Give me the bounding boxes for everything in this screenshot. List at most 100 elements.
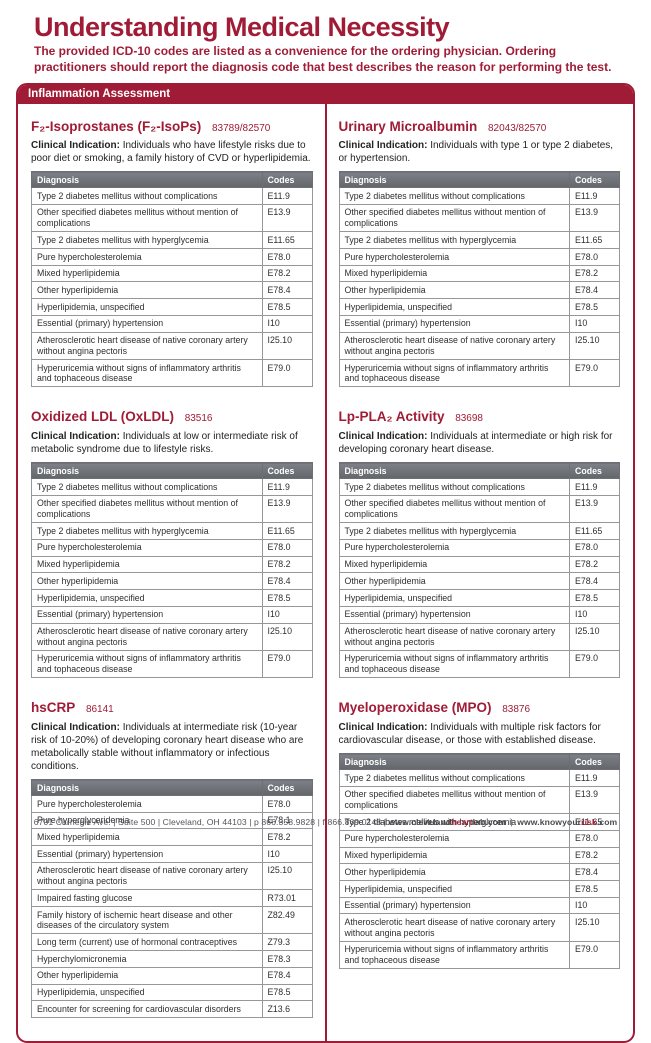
footer-link-knowyourrisk[interactable]: www.knowyourrisk.com	[517, 817, 617, 827]
diagnosis-cell: Type 2 diabetes mellitus with hyperglyce…	[338, 231, 570, 249]
section-cpt-code: 83876	[502, 704, 531, 716]
code-cell: E78.4	[261, 281, 313, 300]
footer-link-highlight: heart	[451, 817, 473, 827]
diagnosis-cell: Type 2 diabetes mellitus without complic…	[338, 187, 570, 205]
table-row: Type 2 diabetes mellitus without complic…	[31, 478, 313, 496]
table-header-row: Diagnosis Codes	[338, 171, 620, 189]
diagnosis-cell: Other specified diabetes mellitus withou…	[338, 494, 570, 524]
diagnosis-cell: Family history of ischemic heart disease…	[31, 906, 263, 935]
table-row: Pure hypercholesterolemia E78.0	[31, 248, 313, 266]
code-cell: E11.65	[569, 522, 620, 540]
section-cpt-code: 83698	[455, 413, 483, 425]
section-oxidized-ldl: Oxidized LDL (OxLDL) 83516 Clinical Indi…	[31, 400, 313, 679]
diagnosis-cell: Mixed hyperlipidemia	[338, 846, 570, 865]
table-row: Other specified diabetes mellitus withou…	[338, 203, 620, 233]
table-row: Encounter for screening for cardiovascul…	[31, 1000, 313, 1019]
code-cell: Z82.49	[261, 906, 313, 935]
table-row: Mixed hyperlipidemia E78.2	[338, 555, 620, 574]
table-row: Type 2 diabetes mellitus without complic…	[338, 187, 620, 205]
diagnosis-cell: Atherosclerotic heart disease of native …	[338, 622, 570, 651]
diagnosis-column-header: Diagnosis	[338, 753, 570, 770]
footer-link-clevelandheartlab[interactable]: www.clevelandheartlab.com	[389, 817, 506, 827]
table-header-row: Diagnosis Codes	[31, 462, 313, 480]
code-cell: E11.65	[569, 813, 620, 831]
table-row: Other specified diabetes mellitus withou…	[31, 494, 313, 524]
page-subtitle: The provided ICD-10 codes are listed as …	[34, 44, 612, 74]
footer-separator: |	[510, 817, 513, 827]
table-row: Pure hypercholesterolemia E78.0	[31, 795, 313, 813]
table-row: Other hyperlipidemia E78.4	[338, 281, 620, 300]
section-heading: Myeloperoxidase (MPO) 83876	[339, 691, 621, 719]
code-cell: E11.65	[261, 522, 313, 540]
diagnosis-table: Diagnosis Codes Pure hypercholesterolemi…	[31, 779, 313, 1019]
diagnosis-cell: Type 2 diabetes mellitus without complic…	[338, 478, 570, 496]
clinical-indication: Clinical Indication: Individuals at low …	[31, 430, 313, 456]
code-cell: I10	[261, 314, 313, 333]
diagnosis-cell: Other specified diabetes mellitus withou…	[338, 203, 570, 233]
table-row: Atherosclerotic heart disease of native …	[31, 861, 313, 891]
diagnosis-table: Diagnosis Codes Type 2 diabetes mellitus…	[338, 171, 620, 388]
table-header-row: Diagnosis Codes	[338, 753, 620, 770]
table-row: Essential (primary) hypertension I10	[338, 605, 620, 624]
panel-banner-title: Inflammation Assessment	[18, 84, 633, 104]
table-row: Type 2 diabetes mellitus with hyperglyce…	[31, 522, 313, 540]
diagnosis-cell: Type 2 diabetes mellitus without complic…	[31, 187, 263, 205]
codes-column-header: Codes	[569, 753, 620, 770]
code-cell: E78.3	[261, 950, 313, 968]
code-cell: Z13.6	[261, 1000, 313, 1019]
diagnosis-cell: Type 2 diabetes mellitus with hyperglyce…	[338, 522, 570, 540]
section-title: F₂-Isoprostanes (F₂-IsoPs)	[31, 118, 202, 134]
code-cell: E79.0	[569, 359, 620, 388]
footer-address: 6701 Carnegie Ave. | Suite 500 | Clevela…	[33, 817, 387, 827]
clinical-indication: Clinical Indication: Individuals at inte…	[339, 430, 621, 456]
code-cell: E78.5	[261, 983, 313, 1002]
section-heading: F₂-Isoprostanes (F₂-IsoPs) 83789/82570	[31, 110, 313, 138]
section-title: Lp-PLA₂ Activity	[338, 409, 445, 425]
section-heading: hsCRP 86141	[31, 691, 313, 719]
diagnosis-table: Diagnosis Codes Type 2 diabetes mellitus…	[31, 171, 313, 388]
diagnosis-table: Diagnosis Codes Type 2 diabetes mellitus…	[31, 462, 313, 679]
diagnosis-cell: Other hyperlipidemia	[338, 863, 570, 882]
table-row: Atherosclerotic heart disease of native …	[338, 331, 620, 361]
diagnosis-cell: Essential (primary) hypertension	[338, 605, 570, 624]
diagnosis-cell: Mixed hyperlipidemia	[31, 555, 263, 574]
diagnosis-cell: Other specified diabetes mellitus withou…	[338, 785, 570, 815]
table-row: Hyperuricemia without signs of inflammat…	[31, 649, 313, 679]
code-cell: I25.10	[261, 331, 313, 361]
code-cell: E78.2	[569, 846, 620, 865]
code-cell: E78.5	[569, 589, 620, 607]
table-row: Atherosclerotic heart disease of native …	[31, 622, 313, 651]
table-row: Atherosclerotic heart disease of native …	[338, 622, 620, 651]
code-cell: E13.9	[261, 203, 313, 233]
code-cell: E78.5	[569, 298, 620, 316]
code-cell: I25.10	[569, 913, 620, 942]
code-cell: E11.9	[569, 769, 620, 787]
code-cell: E78.2	[569, 264, 620, 283]
table-row: Atherosclerotic heart disease of native …	[31, 331, 313, 361]
section-cpt-code: 86141	[85, 704, 114, 716]
table-row: Hyperlipidemia, unspecified E78.5	[31, 298, 313, 316]
code-cell: I25.10	[569, 622, 620, 651]
table-row: Other hyperlipidemia E78.4	[338, 863, 620, 882]
columns-container: F₂-Isoprostanes (F₂-IsoPs) 83789/82570 C…	[18, 103, 634, 1042]
table-row: Other hyperlipidemia E78.4	[31, 966, 313, 985]
diagnosis-cell: Other hyperlipidemia	[31, 966, 263, 985]
page-footer: 6701 Carnegie Ave. | Suite 500 | Clevela…	[0, 817, 651, 827]
right-column: Urinary Microalbumin 82043/82570 Clinica…	[326, 104, 634, 1042]
diagnosis-cell: Type 2 diabetes mellitus with hyperglyce…	[31, 231, 263, 249]
diagnosis-cell: Mixed hyperlipidemia	[31, 828, 263, 847]
code-cell: E78.0	[569, 829, 620, 848]
code-cell: E13.9	[569, 494, 620, 524]
diagnosis-cell: Impaired fasting glucose	[31, 889, 263, 908]
code-cell: E78.2	[569, 555, 620, 574]
table-row: Hyperuricemia without signs of inflammat…	[31, 359, 313, 388]
table-row: Other specified diabetes mellitus withou…	[338, 494, 620, 524]
code-cell: E78.4	[569, 572, 620, 591]
footer-link-text: www.knowyour	[517, 817, 582, 827]
diagnosis-cell: Pure hypercholesterolemia	[31, 795, 263, 813]
code-cell: E78.0	[569, 248, 620, 266]
code-cell: I25.10	[569, 331, 620, 361]
code-cell: E78.0	[261, 248, 313, 266]
section-title: Urinary Microalbumin	[338, 118, 478, 134]
diagnosis-cell: Hyperlipidemia, unspecified	[31, 983, 263, 1002]
